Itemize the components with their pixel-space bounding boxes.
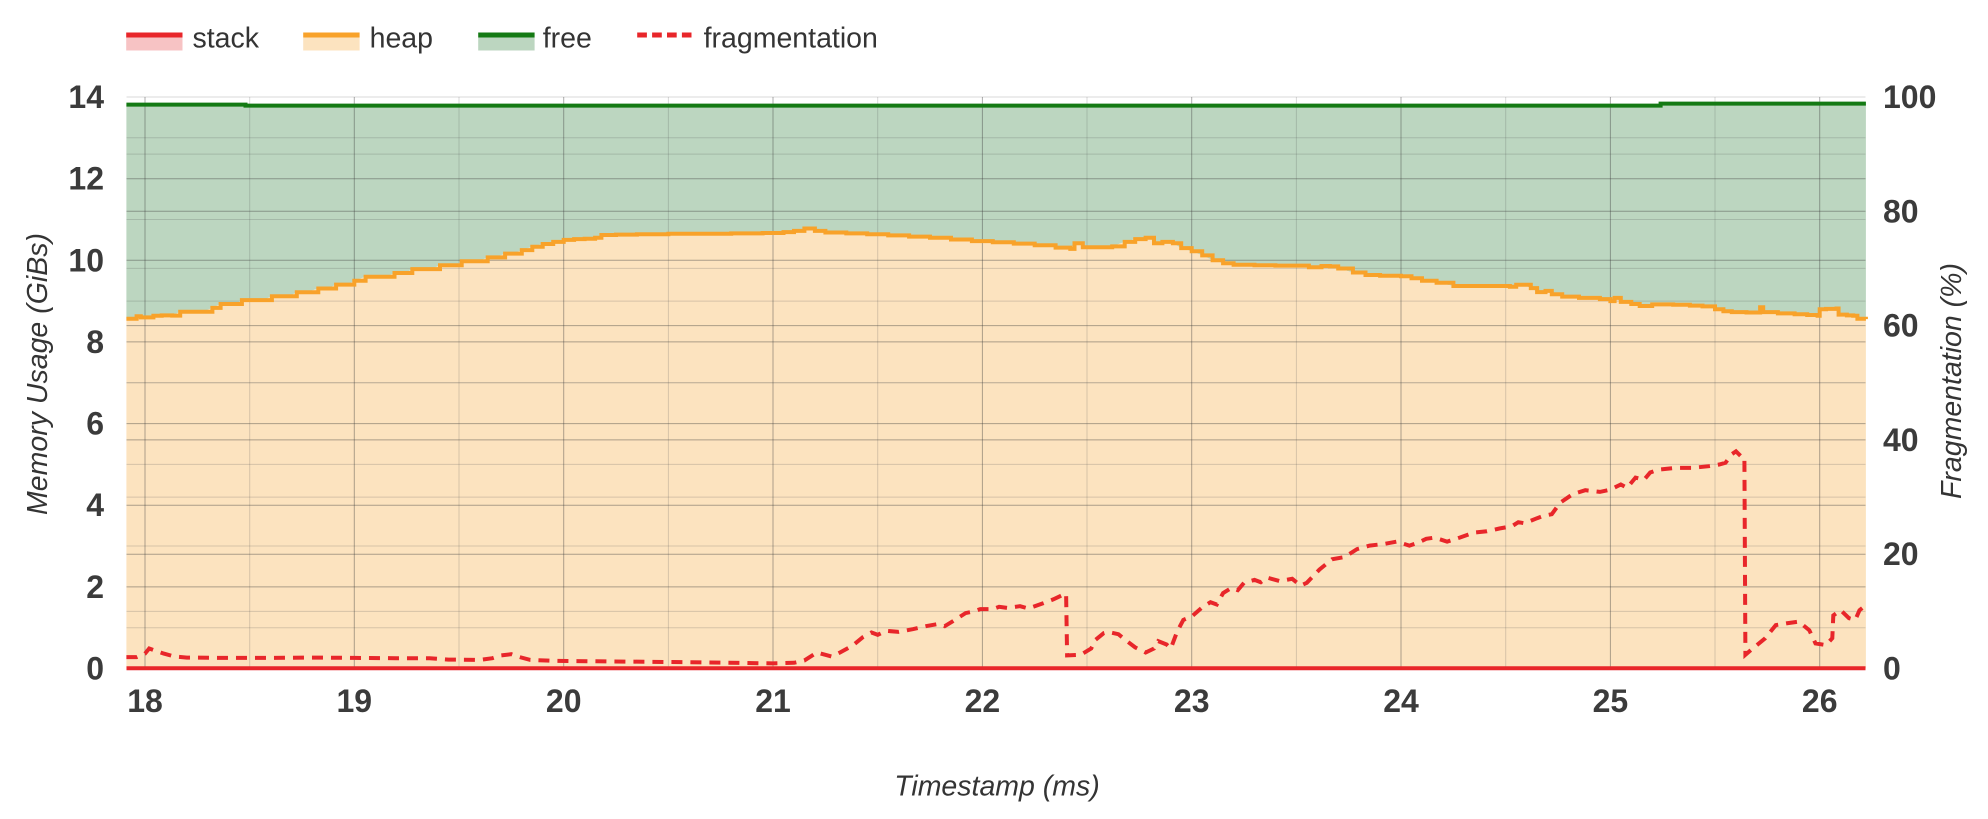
svg-text:26: 26 (1802, 683, 1838, 719)
svg-text:stack: stack (193, 23, 260, 55)
svg-text:60: 60 (1883, 308, 1919, 344)
svg-text:21: 21 (755, 683, 791, 719)
svg-text:0: 0 (1883, 651, 1901, 687)
svg-text:24: 24 (1383, 683, 1419, 719)
svg-text:6: 6 (86, 406, 104, 442)
svg-text:18: 18 (127, 683, 163, 719)
svg-text:22: 22 (965, 683, 1001, 719)
svg-text:25: 25 (1593, 683, 1629, 719)
svg-text:12: 12 (68, 161, 104, 197)
svg-text:20: 20 (546, 683, 582, 719)
svg-text:0: 0 (86, 651, 104, 687)
svg-text:40: 40 (1883, 422, 1919, 458)
svg-text:Fragmentation (%): Fragmentation (%) (1936, 263, 1968, 499)
svg-text:2: 2 (86, 569, 104, 605)
svg-text:20: 20 (1883, 536, 1919, 572)
svg-text:fragmentation: fragmentation (704, 23, 878, 55)
svg-text:free: free (543, 23, 592, 55)
svg-text:8: 8 (86, 324, 104, 360)
svg-text:19: 19 (337, 683, 373, 719)
svg-text:80: 80 (1883, 193, 1919, 229)
svg-text:heap: heap (370, 23, 433, 55)
svg-text:4: 4 (86, 487, 104, 523)
svg-text:Timestamp (ms): Timestamp (ms) (894, 771, 1100, 803)
svg-text:Memory Usage (GiBs): Memory Usage (GiBs) (22, 233, 54, 515)
svg-text:100: 100 (1883, 79, 1936, 115)
svg-text:14: 14 (68, 79, 104, 115)
svg-text:10: 10 (68, 242, 104, 278)
svg-text:23: 23 (1174, 683, 1210, 719)
